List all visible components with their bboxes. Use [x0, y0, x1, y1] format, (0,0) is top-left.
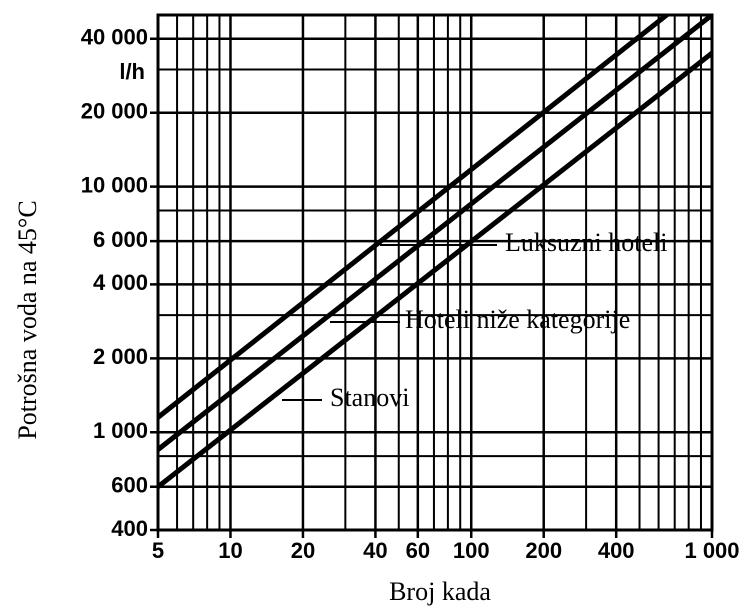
x-tick-label: 20 [291, 538, 315, 563]
x-tick-label: 40 [363, 538, 387, 563]
y-tick-label: 10 000 [81, 172, 148, 197]
y-tick-label: 40 000 [81, 25, 148, 50]
y-tick-label: 1 000 [93, 418, 148, 443]
x-tick-label: 5 [152, 538, 164, 563]
x-tick-label: 60 [406, 538, 430, 563]
series-line [158, 15, 671, 420]
x-axis-label: Broj kada [389, 577, 491, 606]
series-line [158, 15, 712, 452]
y-tick-label: 20 000 [81, 99, 148, 124]
y-tick-label: 4 000 [93, 270, 148, 295]
series-label: Luksuzni hoteli [505, 228, 667, 257]
y-tick-label: 6 000 [93, 227, 148, 252]
x-tick-label: 100 [453, 538, 490, 563]
series-label: Hoteli niže kategorije [405, 305, 630, 334]
x-tick-label: 400 [598, 538, 635, 563]
y-tick-label: 600 [111, 473, 148, 498]
x-tick-label: 1 000 [684, 538, 739, 563]
x-tick-label: 200 [525, 538, 562, 563]
x-tick-label: 10 [218, 538, 242, 563]
y-tick-label: 400 [111, 516, 148, 541]
series-line [158, 51, 712, 489]
y-unit: l/h [119, 59, 145, 84]
plot-frame [156, 13, 714, 532]
y-tick-label: 2 000 [93, 344, 148, 369]
series-label: Stanovi [330, 383, 409, 412]
y-axis-label: Potrošna voda na 45°C [13, 200, 42, 439]
